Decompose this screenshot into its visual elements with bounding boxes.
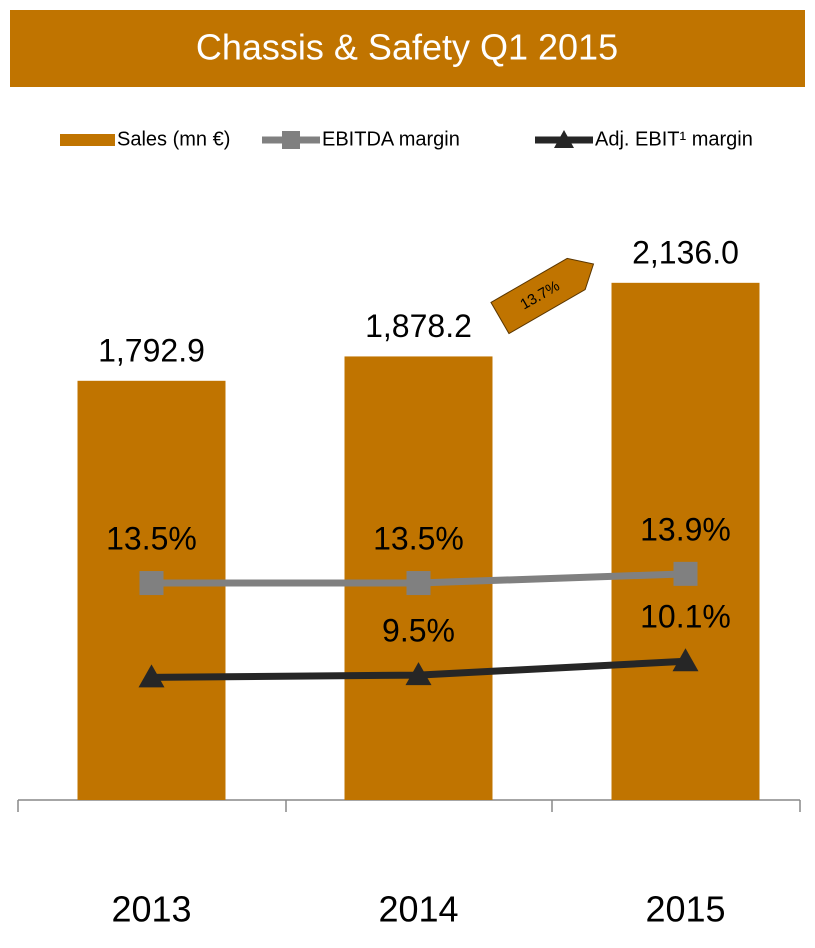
value-label: 1,792.9 bbox=[98, 332, 205, 368]
legend-item: Sales (mn €) bbox=[60, 128, 230, 150]
bar bbox=[611, 282, 760, 800]
chart-title: Chassis & Safety Q1 2015 bbox=[196, 27, 618, 68]
legend-item: Adj. EBIT¹ margin bbox=[535, 128, 753, 150]
value-label: 13.9% bbox=[640, 511, 731, 547]
value-label: 1,878.2 bbox=[365, 308, 472, 344]
x-tick-label: 2015 bbox=[645, 889, 725, 930]
legend-item: EBITDA margin bbox=[262, 128, 460, 150]
marker bbox=[673, 561, 698, 586]
value-label: 13.5% bbox=[373, 521, 464, 557]
marker bbox=[672, 648, 699, 672]
legend-swatch bbox=[60, 134, 115, 146]
legend-label: EBITDA margin bbox=[322, 128, 460, 150]
value-label: 10.1% bbox=[640, 599, 731, 635]
annotation-tag bbox=[490, 257, 595, 335]
legend-label: Adj. EBIT¹ margin bbox=[595, 128, 753, 150]
legend-marker bbox=[282, 131, 300, 149]
value-label: 9.5% bbox=[382, 613, 455, 649]
annotation: 13.7% bbox=[490, 257, 595, 335]
x-tick-label: 2013 bbox=[111, 889, 191, 930]
legend-marker bbox=[554, 130, 574, 148]
value-label: 2,136.0 bbox=[632, 234, 739, 270]
marker bbox=[139, 571, 164, 596]
marker bbox=[405, 662, 432, 686]
x-tick-label: 2014 bbox=[378, 889, 458, 930]
legend-label: Sales (mn €) bbox=[117, 128, 230, 150]
marker bbox=[406, 571, 431, 596]
title-banner bbox=[10, 10, 805, 87]
value-label: 13.5% bbox=[106, 521, 197, 557]
marker bbox=[138, 664, 165, 688]
